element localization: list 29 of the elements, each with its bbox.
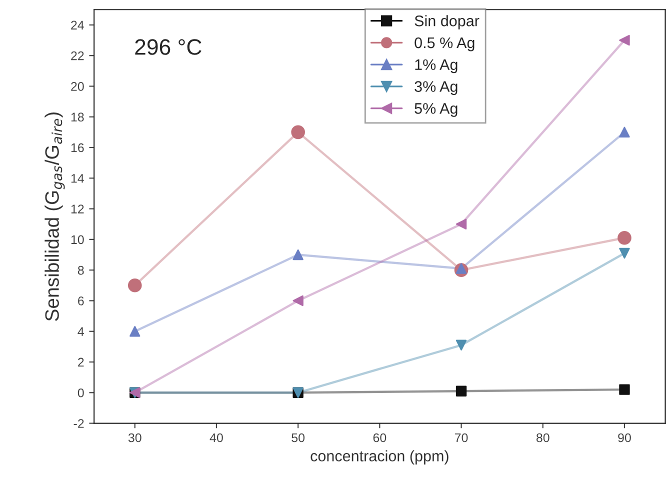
- x-tick-label: 60: [373, 433, 386, 442]
- legend-label: 3% Ag: [414, 81, 458, 95]
- y-tick-label: 22: [71, 51, 84, 60]
- y-tick-label: 0: [78, 388, 84, 398]
- legend-label: 5% Ag: [414, 103, 458, 117]
- y-tick-label: 8: [78, 266, 84, 275]
- x-tick-label: 90: [618, 433, 631, 442]
- y-tick-label: 12: [71, 204, 84, 214]
- y-tick-label: 18: [71, 112, 84, 122]
- y-tick-label: 4: [78, 327, 84, 336]
- y-tick-label: 14: [71, 174, 84, 183]
- y-tick-label: -2: [74, 419, 84, 428]
- x-tick-label: 30: [128, 433, 142, 442]
- annotation: 296 °C: [135, 39, 202, 55]
- y-tick-label: 20: [71, 82, 84, 91]
- y-tick-label: 6: [78, 296, 84, 306]
- y-tick-label: 24: [71, 20, 84, 30]
- y-tick-label: 10: [71, 235, 84, 244]
- y-tick-label: 16: [71, 143, 84, 152]
- legend-label: 1% Ag: [415, 59, 458, 74]
- x-tick-label: 50: [292, 433, 305, 442]
- y-axis-title: Sensibilidad (G$_{gas}$/G$_{aire}$): [44, 112, 65, 321]
- legend-label: Sin dopar: [414, 15, 480, 30]
- y-tick-label: 2: [78, 358, 84, 367]
- x-tick-label: 80: [536, 433, 550, 442]
- legend-label: 0.5 % Ag: [414, 37, 474, 52]
- x-axis-title: concentracion (ppm): [310, 450, 448, 464]
- x-tick-label: 40: [210, 433, 223, 442]
- x-tick-label: 70: [454, 433, 468, 442]
